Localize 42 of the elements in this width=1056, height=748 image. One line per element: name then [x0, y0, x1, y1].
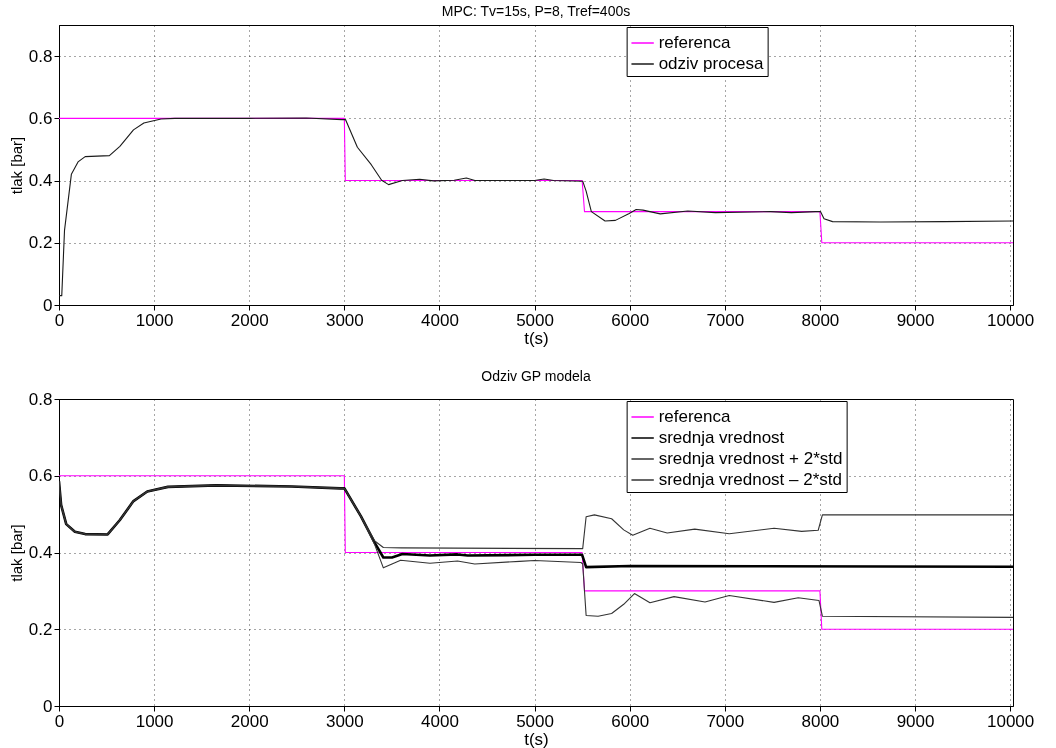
x-tick-label: 7000	[706, 310, 745, 330]
x-tick-label: 6000	[611, 310, 650, 330]
legend-label: srednja vrednost + 2*std	[658, 449, 843, 468]
x-tick-label: 8000	[801, 711, 840, 731]
x-tick-label: 5000	[516, 310, 554, 330]
x-tick-label: 9000	[896, 310, 935, 330]
legend-label: srednja vrednost – 2*std	[658, 470, 842, 489]
y-tick-label: 0.2	[28, 233, 53, 253]
x-tick-label: 4000	[421, 711, 459, 731]
x-tick-label: 3000	[325, 711, 364, 731]
x-tick-label: 1000	[135, 310, 174, 330]
y-tick-label: 0	[43, 295, 53, 315]
x-tick-label: 4000	[421, 310, 459, 330]
x-tick-label: 8000	[801, 310, 840, 330]
y-tick-label: 0.6	[28, 466, 53, 486]
x-tick-label: 10000	[987, 310, 1035, 330]
x-tick-label: 5000	[516, 711, 554, 731]
y-axis-title: tlak [bar]	[7, 524, 25, 582]
y-tick-label: 0.2	[28, 619, 53, 639]
chart-title: MPC: Tv=15s, P=8, Tref=400s	[441, 3, 631, 19]
x-tick-label: 1000	[135, 711, 174, 731]
x-tick-label: 2000	[230, 711, 269, 731]
chart-title: Odziv GP modela	[481, 368, 591, 384]
x-tick-label: 10000	[987, 711, 1035, 731]
x-tick-label: 7000	[706, 711, 745, 731]
y-tick-label: 0.8	[28, 389, 53, 409]
legend-label: referenca	[658, 33, 731, 52]
x-axis-title: t(s)	[524, 729, 549, 748]
x-tick-label: 3000	[325, 310, 364, 330]
y-tick-label: 0.4	[28, 543, 53, 562]
y-axis-title: tlak [bar]	[7, 136, 25, 195]
x-tick-label: 9000	[896, 711, 935, 731]
legend-label: referenca	[658, 407, 731, 426]
legend-label: srednja vrednost	[658, 428, 785, 447]
x-tick-label: 2000	[230, 310, 269, 330]
y-tick-label: 0.6	[28, 108, 53, 128]
y-tick-label: 0.4	[28, 171, 53, 191]
x-axis-title: t(s)	[524, 328, 549, 348]
y-tick-label: 0.8	[28, 46, 53, 66]
legend-label: odziv procesa	[658, 54, 765, 73]
x-tick-label: 6000	[611, 711, 650, 731]
y-tick-label: 0	[43, 696, 53, 716]
